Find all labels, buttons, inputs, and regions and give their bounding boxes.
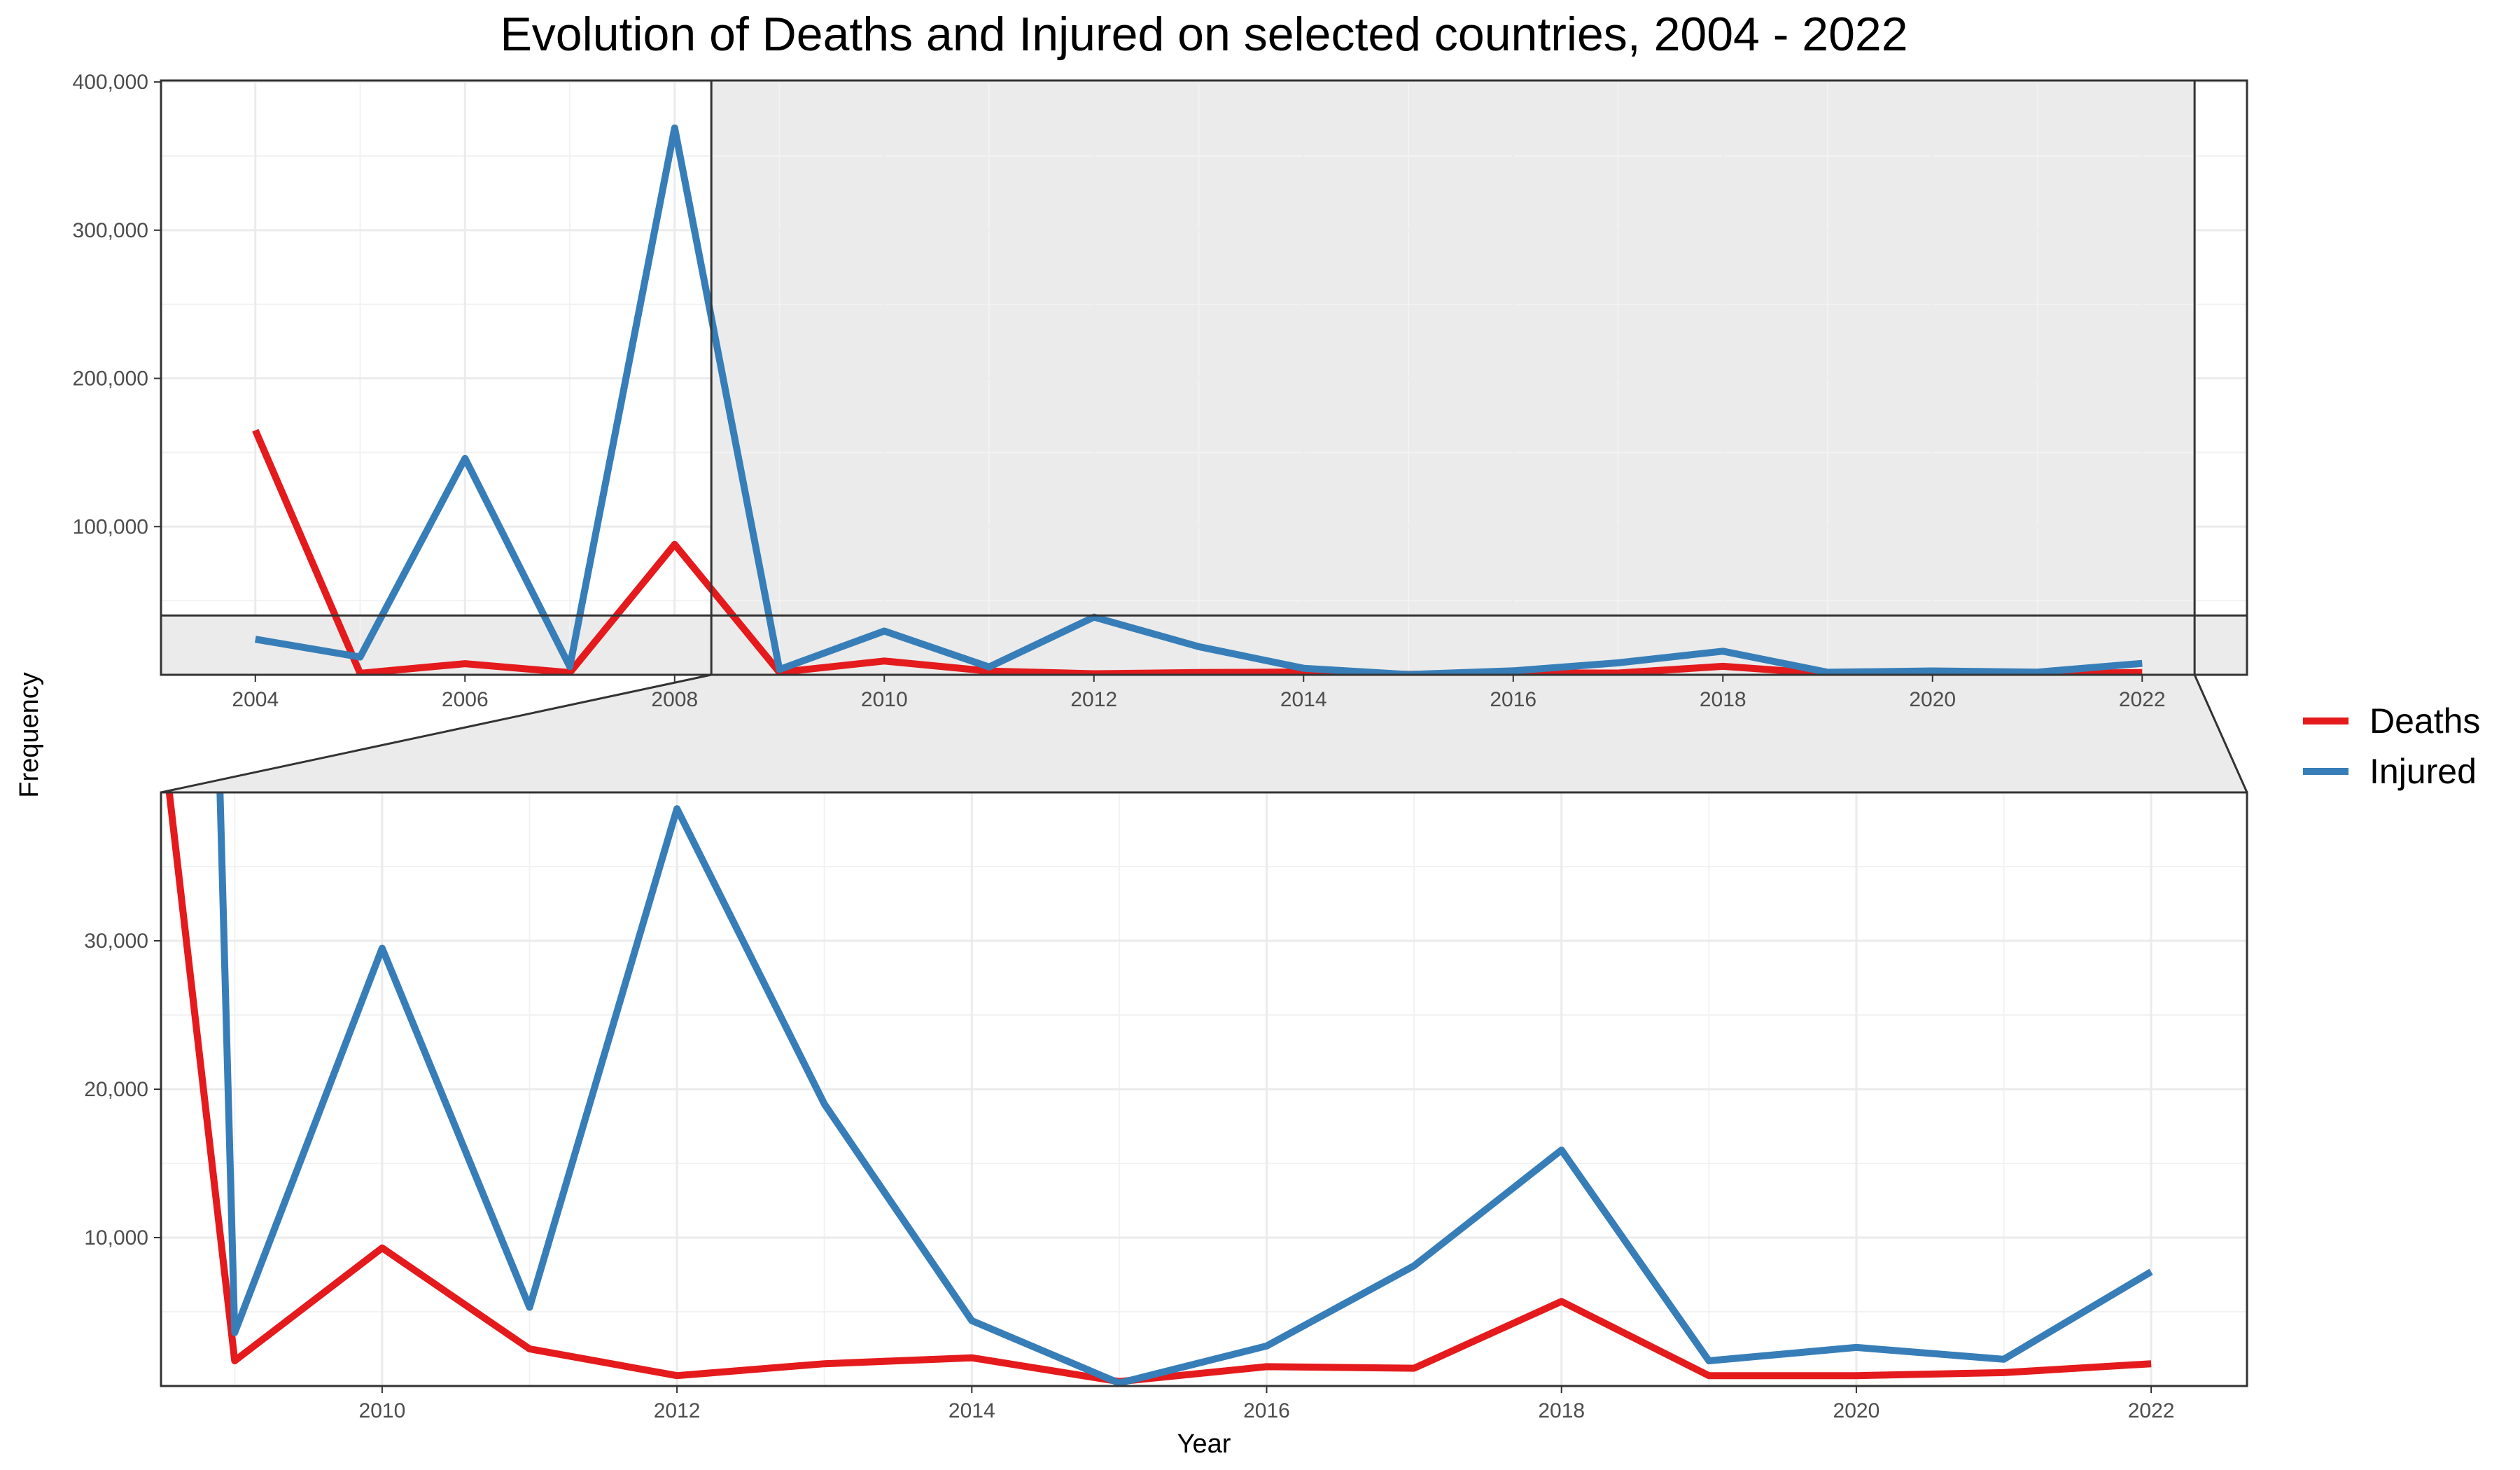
overview-x-tick-label: 2020 [1909, 688, 1956, 711]
y-axis-title: Frequency [15, 672, 44, 798]
zoom-y-tick-label: 20,000 [84, 1078, 148, 1101]
zoom-x-tick-label: 2020 [1833, 1399, 1880, 1422]
overview-x-tick-label: 2012 [1070, 688, 1117, 711]
zoom-x-tick-label: 2010 [359, 1399, 406, 1422]
legend: Deaths Injured [2303, 701, 2480, 791]
zoom-x-tick-label: 2022 [2128, 1399, 2175, 1422]
legend-label-injured: Injured [2370, 752, 2477, 791]
overview-x-tick-label: 2014 [1280, 688, 1327, 711]
plot-layer: 2004 2006 2008 2010 2012 2014 2016 2018 2020 2022… [73, 71, 2248, 1422]
zoom-y-tick-label: 10,000 [84, 1226, 148, 1250]
overview-x-tick-label: 2016 [1490, 688, 1536, 711]
overview-y-tick-label: 100,000 [73, 515, 148, 538]
zoom-connector-right [2193, 674, 2248, 793]
overview-panel-border [160, 79, 2248, 676]
overview-y-tick-label: 200,000 [73, 368, 148, 391]
chart-title: Evolution of Deaths and Injured on selec… [500, 8, 1907, 61]
zoom-series-line-deaths [165, 792, 2152, 1385]
zoom-panel: 2010 2012 2014 2016 2018 2020 2022 10,000 20,000… [84, 791, 2248, 1422]
overview-x-tick-label: 2022 [2119, 688, 2166, 711]
overview-x-tick-label: 2010 [861, 688, 908, 711]
zoom-x-tick-label: 2018 [1538, 1399, 1585, 1422]
zoom-x-tick-label: 2016 [1243, 1399, 1290, 1422]
zoom-series-line-injured [216, 792, 2153, 1386]
zoom-y-tick-label: 30,000 [84, 930, 148, 953]
overview-series-line-injured [254, 124, 2143, 675]
overview-y-tick-label: 400,000 [73, 71, 148, 94]
zoom-panel-border [160, 791, 2248, 1387]
x-axis-title: Year [1177, 1429, 1231, 1459]
overview-x-tick-label: 2008 [651, 688, 698, 711]
overview-x-tick-label: 2006 [442, 688, 489, 711]
overview-x-tick-label: 2018 [1700, 688, 1746, 711]
zoom-connector-left [160, 673, 712, 794]
zoom-connector-fill [161, 675, 2247, 792]
legend-label-deaths: Deaths [2370, 701, 2480, 741]
overview-x-tick-label: 2004 [232, 688, 279, 711]
zoom-x-tick-label: 2014 [948, 1399, 995, 1422]
zoom-x-tick-label: 2012 [654, 1399, 701, 1422]
overview-y-tick-label: 300,000 [73, 219, 148, 242]
overview-panel: 2004 2006 2008 2010 2012 2014 2016 2018 2020 2022… [73, 71, 2248, 711]
